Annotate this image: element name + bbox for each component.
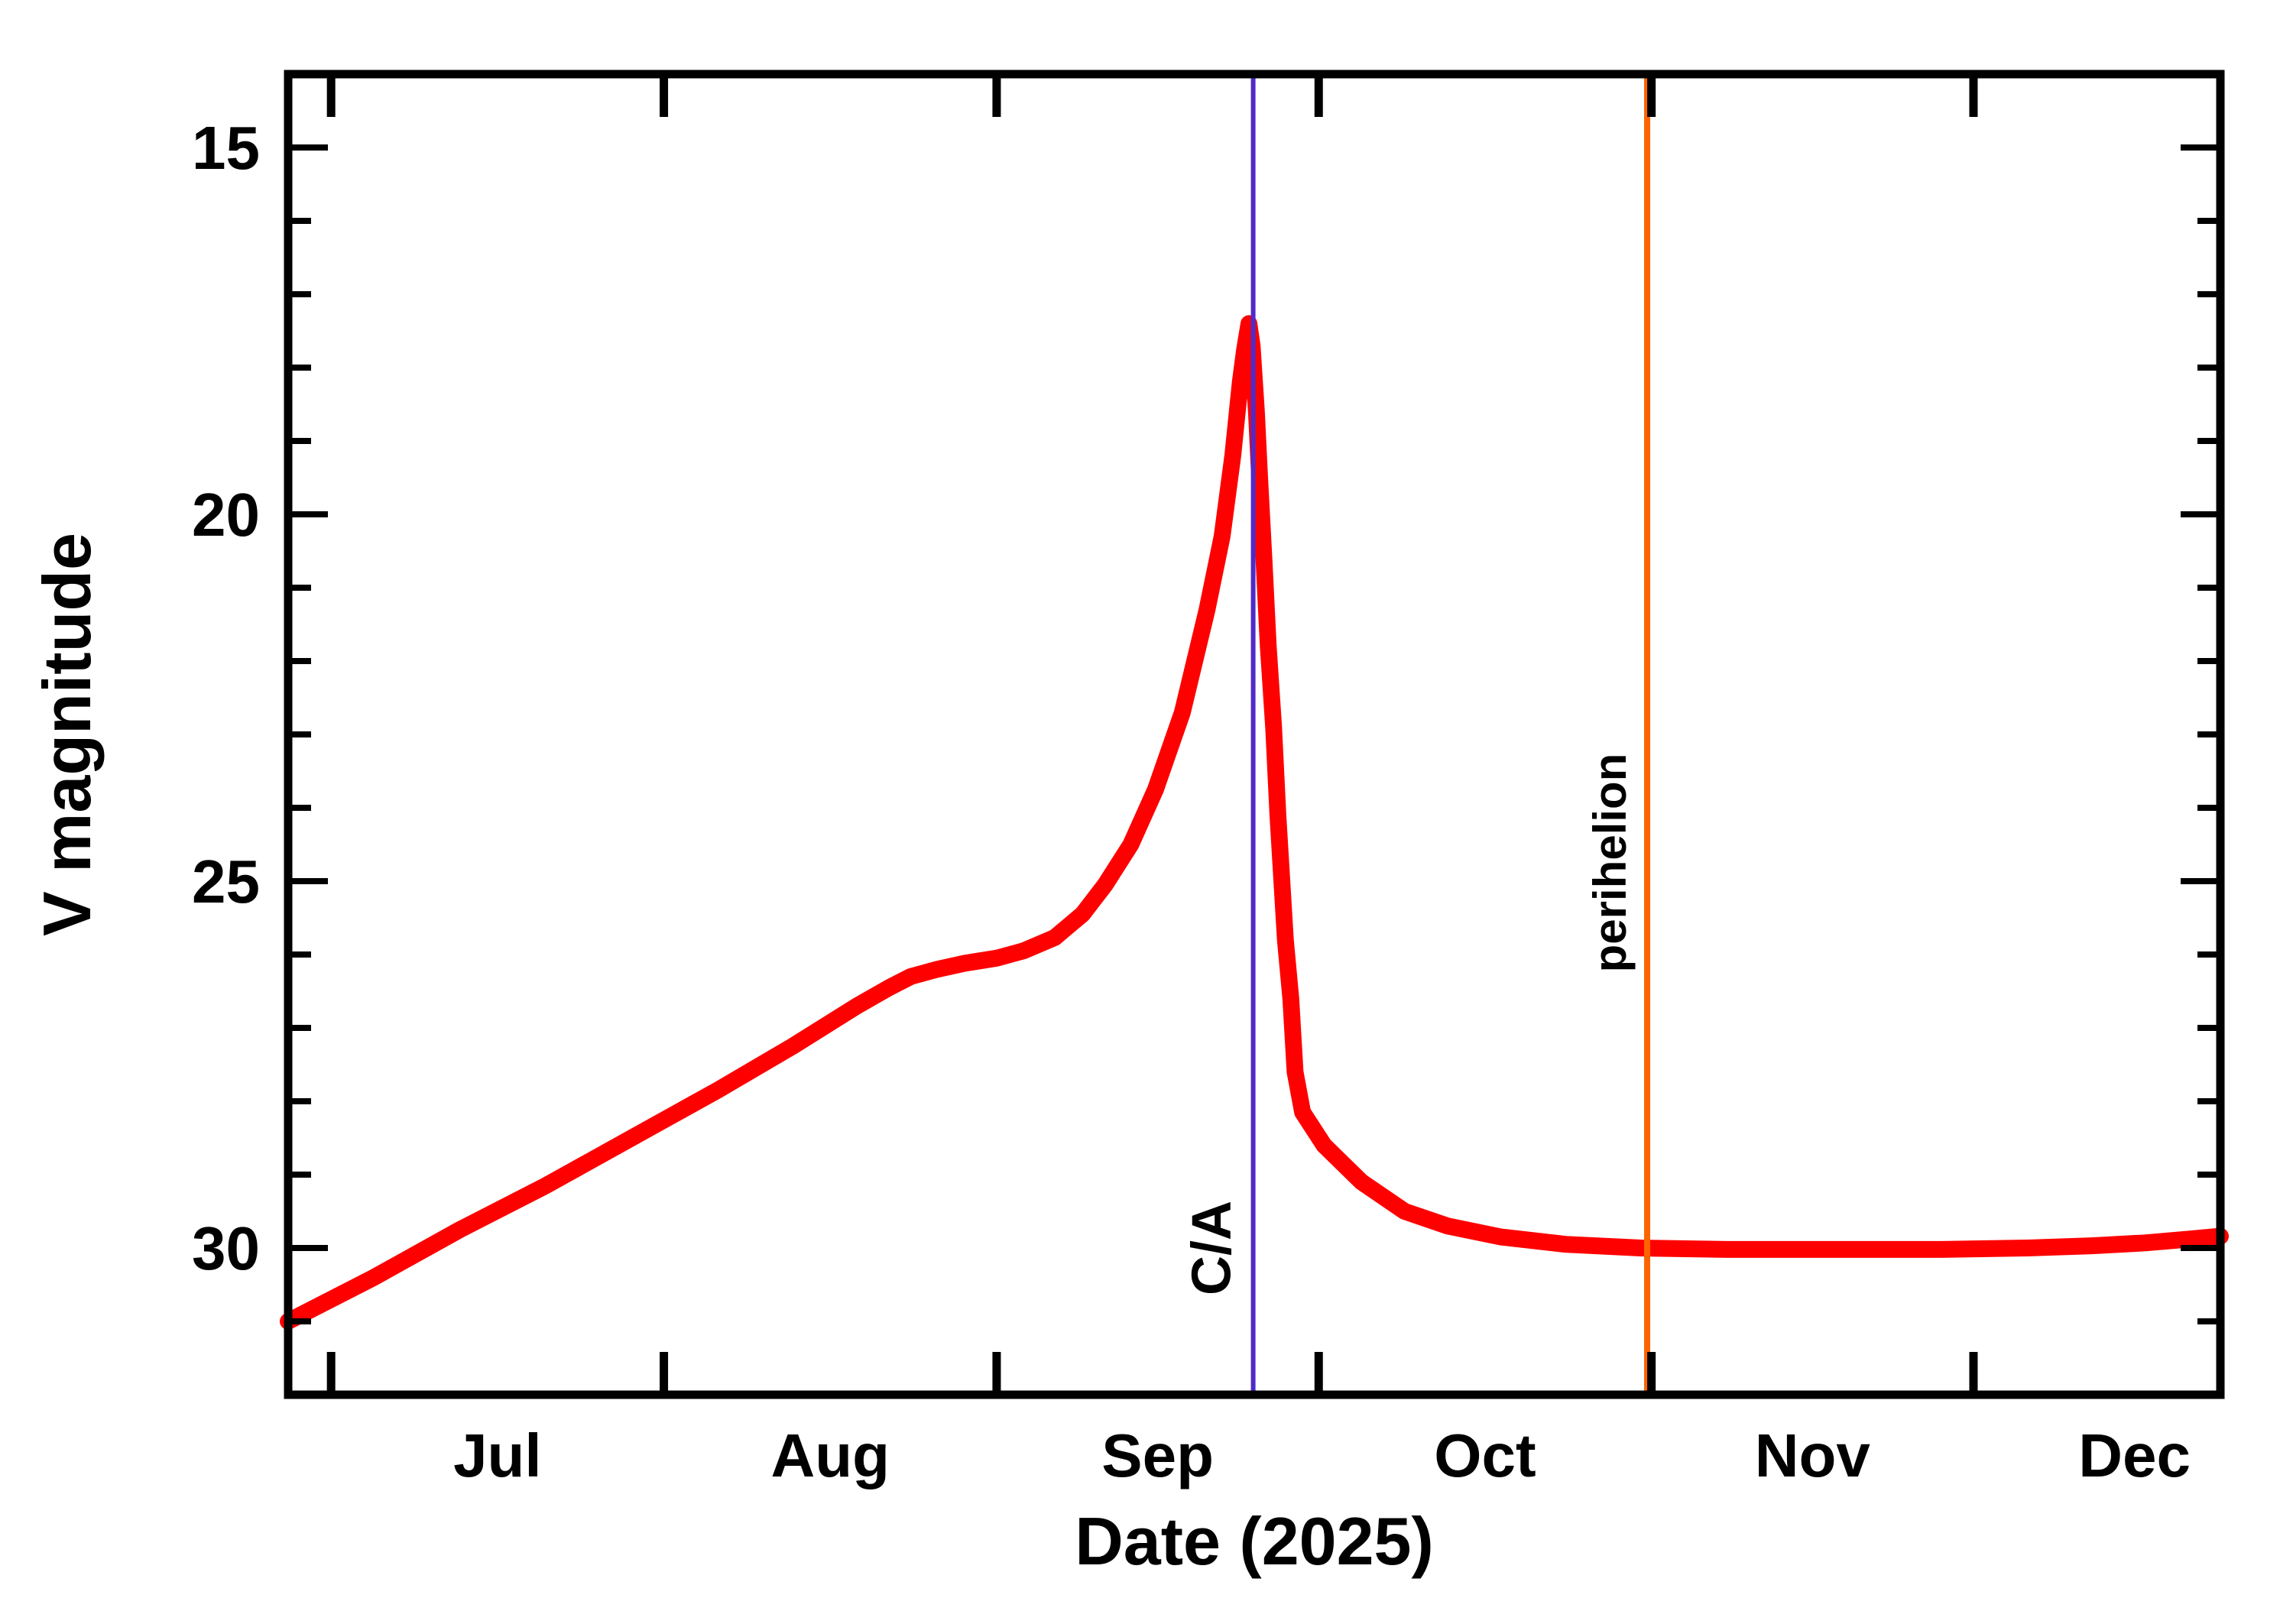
- y-tick-label: 25: [192, 848, 260, 916]
- x-tick-label-dec: Dec: [2078, 1421, 2191, 1489]
- x-tick-label-jul: Jul: [453, 1421, 542, 1489]
- perihelion-label: perihelion: [1584, 754, 1636, 973]
- x-tick-label-sep: Sep: [1101, 1421, 1214, 1489]
- y-tick-label: 20: [192, 481, 260, 549]
- x-tick-label-nov: Nov: [1755, 1421, 1871, 1489]
- x-axis-title: Date (2025): [1075, 1503, 1434, 1579]
- y-tick-label: 30: [192, 1214, 260, 1282]
- y-tick-label: 15: [192, 114, 260, 182]
- closest-approach-label: C/A: [1182, 1201, 1243, 1295]
- x-tick-label-oct: Oct: [1434, 1421, 1536, 1489]
- y-axis-title: V magnitude: [29, 533, 105, 936]
- magnitude-curve: [280, 315, 2229, 1330]
- x-tick-label-aug: Aug: [770, 1421, 890, 1489]
